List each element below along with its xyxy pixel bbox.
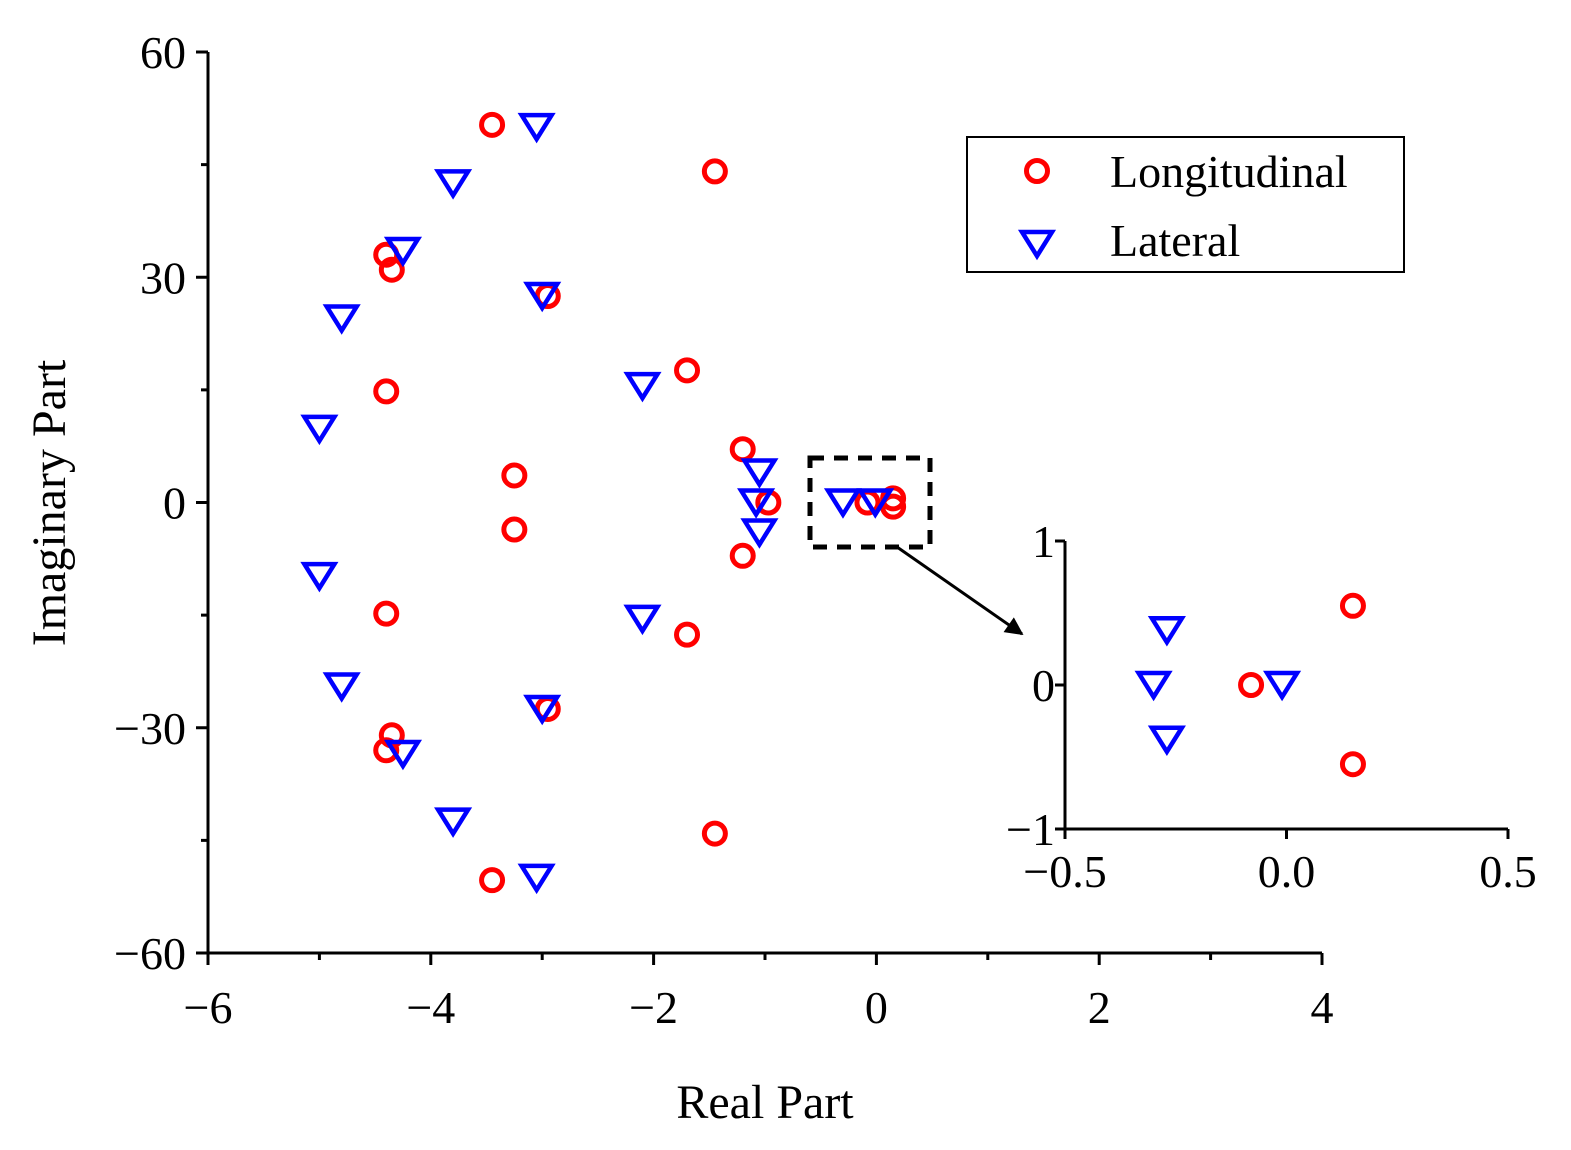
inset-longitudinal-point bbox=[1339, 751, 1366, 778]
y-axis-title: Imaginary Part bbox=[23, 359, 76, 646]
y-tick-label: −30 bbox=[114, 703, 186, 754]
lateral-point bbox=[740, 518, 779, 549]
x-tick-label: −4 bbox=[406, 982, 455, 1033]
longitudinal-point bbox=[378, 256, 405, 283]
legend-marker-lateral bbox=[1017, 229, 1057, 261]
inset-y-tick-label: 0 bbox=[1032, 660, 1055, 711]
y-tick-label: 30 bbox=[140, 252, 186, 303]
lateral-point bbox=[322, 304, 361, 335]
inset-y-tick-label: −1 bbox=[1006, 804, 1055, 855]
lateral-point bbox=[434, 169, 473, 200]
inset-lateral-point bbox=[1134, 670, 1173, 702]
longitudinal-point bbox=[880, 485, 907, 512]
inset-x-tick-label: −0.5 bbox=[1023, 846, 1106, 897]
x-tick-label: 2 bbox=[1088, 982, 1111, 1033]
lateral-point bbox=[737, 488, 776, 519]
inset-y-tick-label: 1 bbox=[1032, 516, 1055, 567]
lateral-point bbox=[300, 561, 339, 593]
x-tick-label: 0 bbox=[865, 982, 888, 1033]
inset-ticks: −0.5 0.0 0.5 −1 0 1 bbox=[1006, 516, 1537, 897]
legend: Longitudinal Lateral bbox=[966, 136, 1405, 273]
longitudinal-point bbox=[479, 867, 506, 894]
inset-lateral-point bbox=[1147, 616, 1186, 647]
inset-x-tick-label: 0.5 bbox=[1479, 846, 1537, 897]
longitudinal-point bbox=[501, 516, 528, 543]
longitudinal-point bbox=[373, 378, 400, 405]
lateral-point bbox=[523, 694, 562, 726]
longitudinal-point bbox=[373, 600, 400, 627]
legend-label-longitudinal: Longitudinal bbox=[1110, 146, 1348, 197]
inset-x-tick-label: 0.0 bbox=[1258, 846, 1316, 897]
longitudinal-point bbox=[674, 621, 701, 648]
y-tick-label: 60 bbox=[140, 27, 186, 78]
lateral-point bbox=[322, 672, 361, 703]
longitudinal-point bbox=[674, 357, 701, 384]
legend-marker-longitudinal bbox=[1024, 158, 1050, 184]
main-axes: −6 −4 −2 0 2 4 −60 −30 0 30 60 bbox=[114, 27, 1333, 1033]
x-tick-label: −2 bbox=[629, 982, 678, 1033]
x-tick-label: 4 bbox=[1311, 982, 1334, 1033]
main-ticks: −6 −4 −2 0 2 4 −60 −30 0 30 60 bbox=[114, 27, 1333, 1033]
y-tick-label: 0 bbox=[163, 478, 186, 529]
longitudinal-point bbox=[701, 158, 728, 185]
legend-label-lateral: Lateral bbox=[1110, 215, 1240, 266]
longitudinal-point bbox=[729, 436, 756, 463]
longitudinal-point bbox=[479, 111, 506, 138]
zoom-arrow bbox=[896, 545, 1024, 636]
lateral-point bbox=[523, 281, 562, 313]
zoom-region-box bbox=[807, 455, 933, 550]
inset-longitudinal-point bbox=[1238, 672, 1265, 698]
x-axis-title: Real Part bbox=[676, 1076, 854, 1129]
lateral-point bbox=[823, 488, 863, 519]
inset-longitudinal-point bbox=[1339, 592, 1366, 619]
lateral-point bbox=[856, 488, 895, 519]
lateral-point bbox=[623, 604, 662, 636]
lateral-point bbox=[383, 739, 423, 771]
inset-lateral-point bbox=[1263, 670, 1302, 702]
main-data-points bbox=[300, 111, 907, 895]
lateral-point bbox=[517, 863, 556, 895]
lateral-point bbox=[300, 414, 339, 446]
lateral-point bbox=[623, 371, 662, 403]
y-tick-label: −60 bbox=[114, 928, 186, 979]
lateral-point bbox=[740, 458, 779, 489]
longitudinal-point bbox=[729, 542, 756, 569]
lateral-point bbox=[383, 236, 423, 268]
lateral-point bbox=[517, 112, 556, 144]
inset-axes: −0.5 0.0 0.5 −1 0 1 bbox=[1006, 516, 1537, 897]
inset-data-points bbox=[1134, 592, 1366, 778]
longitudinal-point bbox=[701, 820, 728, 847]
x-tick-label: −6 bbox=[184, 982, 233, 1033]
inset-lateral-point bbox=[1147, 725, 1186, 756]
lateral-point bbox=[434, 807, 473, 838]
longitudinal-point bbox=[501, 462, 528, 489]
longitudinal-point bbox=[373, 737, 400, 764]
